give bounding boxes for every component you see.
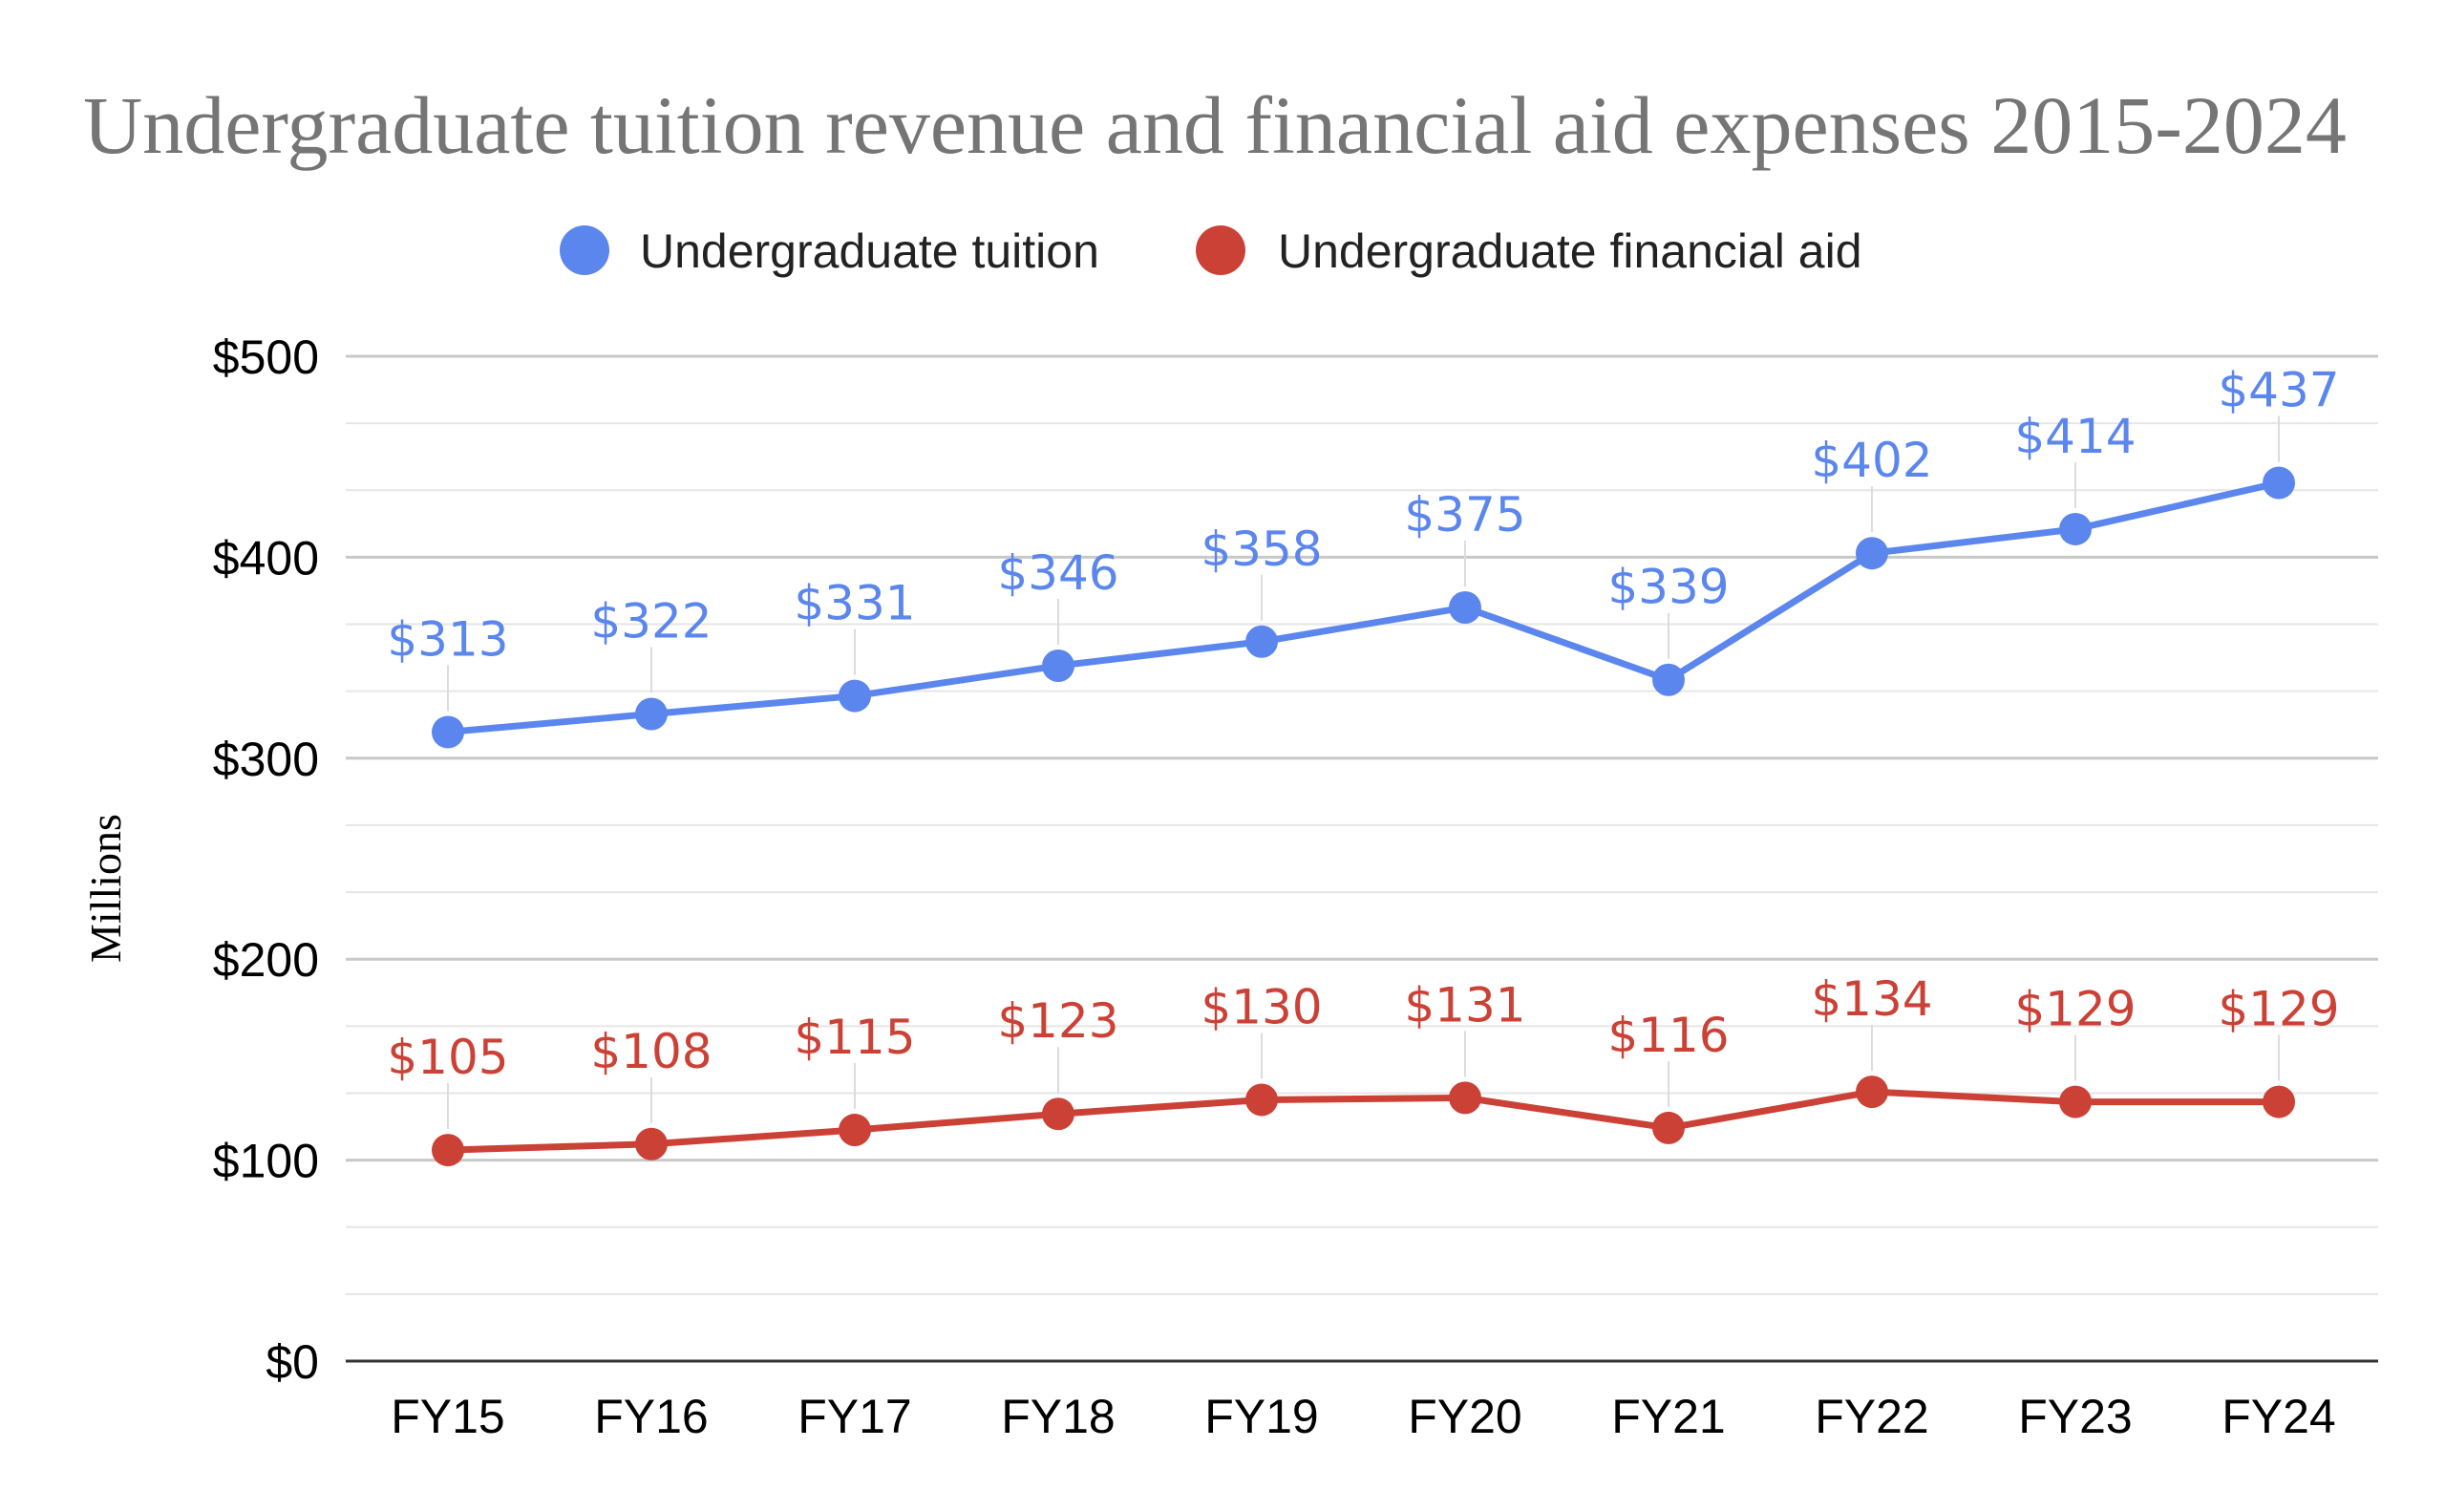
gridlines [346,354,2378,1295]
x-tick-label: FY24 [2222,1390,2336,1443]
data-label: $346 [997,545,1118,601]
data-label: $131 [1404,977,1525,1033]
x-axis-ticks: FY15 FY16 FY17 FY18 FY19 FY20 FY21 FY22 FY23 FY24 [391,1390,2336,1443]
data-label: $331 [794,576,915,631]
data-point [2263,466,2295,500]
y-axis-label: Millions [81,814,130,963]
data-labels: $313 $322 $331 $346 $358 $375 $339 $402 $414 $437… [387,363,2339,1086]
data-point [1042,1097,1074,1131]
x-tick-label: FY20 [1408,1390,1522,1443]
data-label: $313 [387,611,508,667]
data-point [1449,591,1481,624]
series-line-0 [447,479,2280,735]
data-point [1245,1083,1278,1117]
y-tick-label: $400 [213,531,319,585]
data-point [1652,663,1685,696]
data-label: $123 [997,993,1118,1049]
data-label: $322 [590,594,712,650]
data-label: $115 [794,1010,915,1065]
x-tick-label: FY16 [594,1390,709,1443]
label-leaders [447,415,2280,1130]
data-point [635,697,668,731]
legend-marker-aid [1196,225,1245,275]
chart-title: Undergraduate tuition revenue and financ… [83,79,2347,171]
data-label: $116 [1607,1008,1729,1063]
data-label: $402 [1811,433,1932,488]
legend-marker-tuition [560,225,609,275]
y-tick-label: $0 [266,1335,319,1389]
data-point [1856,1075,1888,1109]
data-point [1449,1081,1481,1115]
x-tick-label: FY22 [1815,1390,1929,1443]
data-point [2059,512,2092,545]
data-label: $108 [590,1024,712,1079]
legend: Undergraduate tuition Undergraduate fina… [560,224,1862,278]
y-axis-ticks: $0 $100 $200 $300 $400 $500 [213,330,319,1389]
data-point [839,1114,871,1147]
x-tick-label: FY21 [1611,1390,1726,1443]
data-point [2059,1085,2092,1118]
data-label: $129 [2218,982,2339,1037]
data-point [1042,650,1074,683]
data-label: $105 [387,1030,508,1085]
data-label: $129 [2014,982,2136,1037]
y-tick-label: $500 [213,330,319,384]
data-point [1856,537,1888,570]
x-tick-label: FY19 [1204,1390,1319,1443]
data-point [432,715,464,749]
series-line-1 [447,1088,2279,1154]
data-point [635,1127,668,1161]
y-tick-label: $300 [213,733,319,786]
data-label: $130 [1201,979,1322,1034]
data-label: $339 [1607,560,1729,615]
data-point [2263,1085,2295,1118]
data-point [1652,1111,1685,1144]
data-point [432,1134,464,1167]
data-label: $358 [1201,522,1322,577]
data-label: $134 [1811,971,1932,1027]
x-tick-label: FY18 [1001,1390,1116,1443]
data-point [1245,625,1278,658]
y-tick-label: $200 [213,933,319,987]
x-tick-label: FY17 [797,1390,912,1443]
data-point [839,679,871,713]
data-label: $375 [1404,487,1525,543]
legend-label-tuition: Undergraduate tuition [640,224,1099,278]
legend-label-aid: Undergraduate financial aid [1278,224,1862,278]
y-tick-label: $100 [213,1135,319,1188]
x-tick-label: FY15 [391,1390,505,1443]
x-tick-label: FY23 [2018,1390,2133,1443]
series [432,466,2295,1167]
data-label: $437 [2218,363,2339,418]
data-label: $414 [2014,409,2136,464]
